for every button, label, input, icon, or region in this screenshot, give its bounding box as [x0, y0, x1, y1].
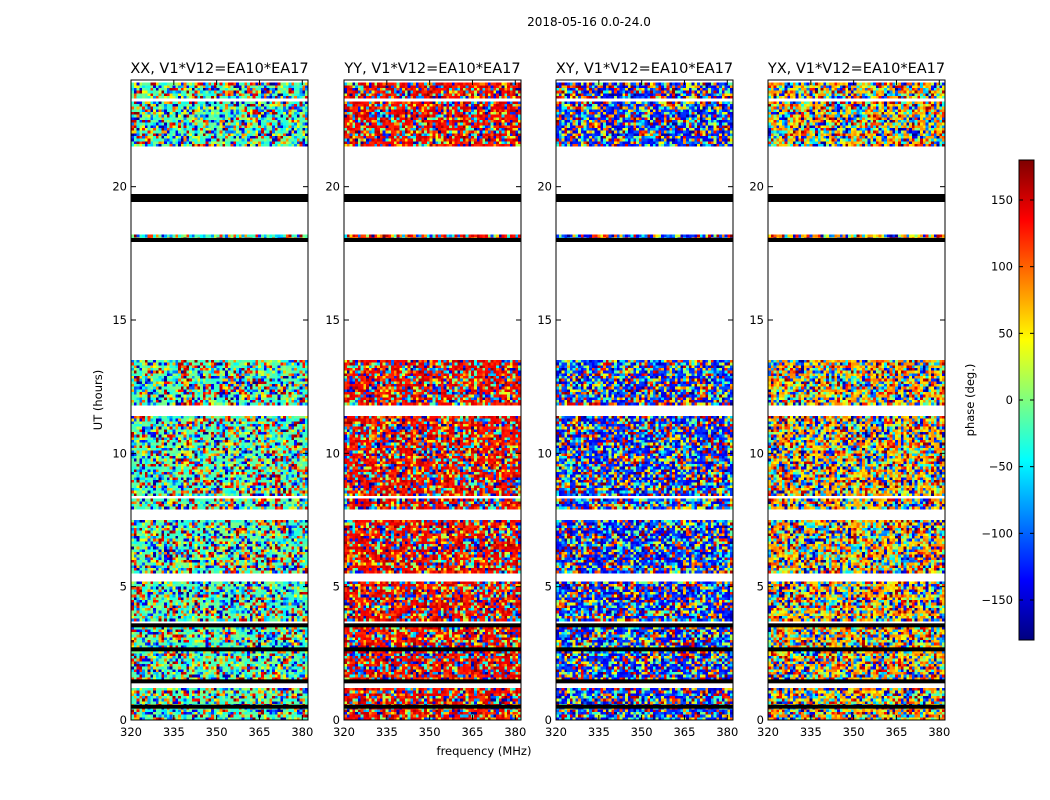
- y-tick-label-3-4: 20: [749, 180, 764, 194]
- x-tick-label-3-4: 380: [928, 725, 950, 739]
- flag-line-3-4: [768, 194, 945, 198]
- panel-title-1: YY, V1*V12=EA10*EA17: [343, 61, 520, 77]
- x-tick-label-2-4: 380: [716, 725, 738, 739]
- colorbar-label: phase (deg.): [963, 364, 977, 437]
- x-tick-label-3-0: 320: [757, 725, 779, 739]
- y-tick-label-1-3: 15: [325, 313, 340, 327]
- x-tick-label-2-3: 365: [673, 725, 695, 739]
- flag-line-2-4: [556, 194, 733, 198]
- flag-line-3-3: [768, 198, 945, 202]
- x-tick-label-1-4: 380: [504, 725, 526, 739]
- flag-line-2-2: [556, 238, 733, 242]
- y-tick-label-1-0: 0: [333, 713, 340, 727]
- panel-title-3: YX, V1*V12=EA10*EA17: [767, 61, 945, 77]
- panel-title-0: XX, V1*V12=EA10*EA17: [130, 61, 308, 77]
- flag-line-2-1: [556, 623, 733, 628]
- panel-frame-3: [767, 79, 946, 721]
- x-tick-label-0-3: 365: [248, 725, 270, 739]
- x-tick-label-3-3: 365: [885, 725, 907, 739]
- flag-line-2-6: [556, 679, 733, 684]
- flag-line-1-6: [344, 679, 521, 684]
- y-tick-label-3-0: 0: [757, 713, 764, 727]
- phase-image-1: [344, 80, 521, 720]
- colorbar-tick-label-4: 50: [998, 326, 1013, 340]
- phase-image-2: [556, 80, 733, 720]
- y-axis-label: UT (hours): [91, 370, 105, 430]
- y-tick-label-2-1: 5: [545, 580, 552, 594]
- colorbar-tick-label-1: −100: [981, 526, 1013, 540]
- colorbar-tick-label-0: −150: [981, 593, 1013, 607]
- flag-line-3-0: [768, 647, 945, 652]
- y-tick-label-0-2: 10: [112, 446, 127, 460]
- y-tick-label-3-3: 15: [749, 313, 764, 327]
- y-tick-label-0-3: 15: [112, 313, 127, 327]
- x-tick-label-0-0: 320: [120, 725, 142, 739]
- flag-line-0-0: [131, 647, 308, 652]
- flag-line-0-1: [131, 623, 308, 628]
- y-tick-label-2-3: 15: [537, 313, 552, 327]
- phase-image-3: [768, 80, 945, 720]
- y-tick-label-0-4: 20: [112, 180, 127, 194]
- flag-line-1-3: [344, 198, 521, 202]
- x-tick-label-3-2: 350: [843, 725, 865, 739]
- x-tick-label-2-1: 335: [588, 725, 610, 739]
- figure-title: 2018-05-16 0.0-24.0: [527, 15, 651, 29]
- flag-line-2-0: [556, 647, 733, 652]
- flag-line-2-3: [556, 198, 733, 202]
- colorbar-tick-label-6: 150: [991, 193, 1013, 207]
- x-tick-label-0-4: 380: [291, 725, 313, 739]
- x-tick-label-1-3: 365: [461, 725, 483, 739]
- colorbar: −150 −100 −50 0 50 100 150: [981, 159, 1035, 641]
- y-tick-label-3-1: 5: [757, 580, 764, 594]
- flag-line-0-6: [131, 679, 308, 684]
- y-tick-label-1-4: 20: [325, 180, 340, 194]
- flag-line-1-1: [344, 623, 521, 628]
- flag-line-0-3: [131, 198, 308, 202]
- y-tick-label-2-4: 20: [537, 180, 552, 194]
- flag-line-2-5: [556, 704, 733, 709]
- flag-line-1-4: [344, 194, 521, 198]
- colorbar-tick-label-3: 0: [1006, 393, 1013, 407]
- flag-line-3-2: [768, 238, 945, 242]
- phase-image-0: [131, 80, 308, 720]
- y-tick-label-2-0: 0: [545, 713, 552, 727]
- y-tick-label-2-2: 10: [537, 446, 552, 460]
- flag-line-0-2: [131, 238, 308, 242]
- panel-frame-2: [555, 79, 734, 721]
- flag-line-0-5: [131, 704, 308, 709]
- y-tick-label-1-1: 5: [333, 580, 340, 594]
- y-tick-label-0-0: 0: [120, 713, 127, 727]
- x-tick-label-1-2: 350: [419, 725, 441, 739]
- x-tick-label-0-1: 335: [163, 725, 185, 739]
- x-tick-label-1-0: 320: [333, 725, 355, 739]
- panels: XX, V1*V12=EA10*EA17 0 5 10 15 20 320 335 350 365…: [112, 61, 950, 739]
- panel-frame-0: [130, 79, 309, 721]
- panel-3: YX, V1*V12=EA10*EA17 0 5 10 15 20 320 335 350 365…: [749, 61, 950, 739]
- colorbar-tick-label-5: 100: [991, 260, 1013, 274]
- colorbar-tick-label-2: −50: [989, 460, 1013, 474]
- y-tick-label-3-2: 10: [749, 446, 764, 460]
- x-axis-label: frequency (MHz): [437, 744, 532, 758]
- x-tick-label-3-1: 335: [800, 725, 822, 739]
- panel-0: XX, V1*V12=EA10*EA17 0 5 10 15 20 320 335 350 365…: [112, 61, 313, 739]
- flag-line-1-0: [344, 647, 521, 652]
- flag-line-1-2: [344, 238, 521, 242]
- flag-line-0-4: [131, 194, 308, 198]
- x-tick-label-2-0: 320: [545, 725, 567, 739]
- panel-2: XY, V1*V12=EA10*EA17 0 5 10 15 20 320 335 350 365…: [537, 61, 738, 739]
- panel-frame-1: [343, 79, 522, 721]
- y-tick-label-0-1: 5: [120, 580, 127, 594]
- flag-line-3-6: [768, 679, 945, 684]
- x-tick-label-0-2: 350: [206, 725, 228, 739]
- flag-line-1-5: [344, 704, 521, 709]
- x-tick-label-1-1: 335: [376, 725, 398, 739]
- panel-title-2: XY, V1*V12=EA10*EA17: [556, 61, 733, 77]
- flag-line-3-1: [768, 623, 945, 628]
- y-tick-label-1-2: 10: [325, 446, 340, 460]
- x-tick-label-2-2: 350: [631, 725, 653, 739]
- flag-line-3-5: [768, 704, 945, 709]
- panel-1: YY, V1*V12=EA10*EA17 0 5 10 15 20 320 335 350 365…: [325, 61, 526, 739]
